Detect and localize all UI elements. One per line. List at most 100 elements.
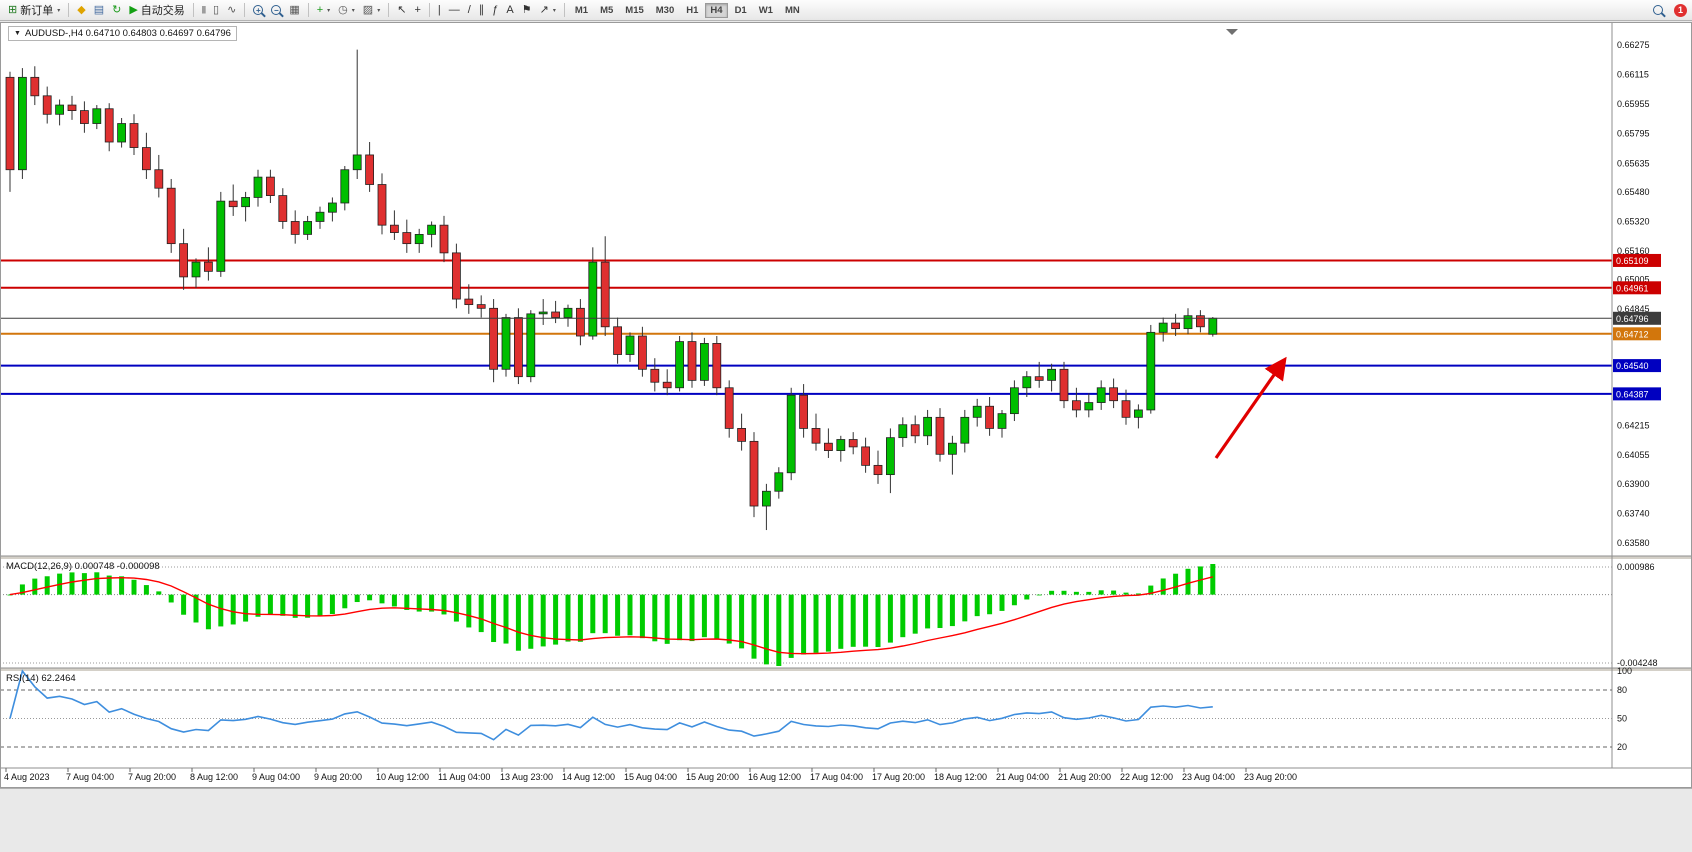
timeframe-m15-button[interactable]: M15 (625, 4, 644, 16)
candlestick-type-button[interactable]: ▯ (210, 2, 222, 19)
bull-candle (997, 413, 1007, 429)
macd-histogram-bar (627, 594, 633, 636)
bear-candle (749, 440, 759, 507)
arrows-button[interactable]: ↗ ▾ (537, 2, 559, 19)
macd-histogram-bar (714, 594, 720, 639)
macd-histogram-bar (540, 594, 546, 647)
autotrading-button[interactable]: ▶ 自动交易 (126, 2, 187, 19)
bull-candle (972, 405, 982, 418)
fibonacci-icon: ƒ (492, 3, 499, 16)
timeframe-w1-button[interactable]: W1 (758, 4, 773, 16)
chart-title-text: AUDUSD-,H4 0.64710 0.64803 0.64697 0.647… (24, 28, 231, 39)
price-axis[interactable]: 0.66275 0.66115 0.65955 0.65795 0.65635 0.654… (1613, 40, 1661, 548)
time-axis-label: 23 Aug 20:00 (1244, 772, 1297, 782)
chart-window[interactable]: 0.000986 -0.004248 100 80 50 20 0.66275 0.66115… (0, 22, 1692, 788)
price-axis-tick: 0.63900 (1617, 479, 1650, 489)
bull-candle (588, 261, 598, 337)
profiles-icon: ▤ (93, 3, 105, 16)
trendline-button[interactable]: / (465, 2, 474, 19)
period-selector-button[interactable]: ◷ ▾ (335, 2, 358, 19)
channel-button[interactable]: ∥ (476, 2, 488, 19)
zoom-in-button[interactable]: + (250, 2, 266, 19)
bear-candle (848, 439, 858, 448)
bear-candle (638, 335, 647, 370)
bear-candle (476, 304, 486, 309)
horizontal-line-button[interactable]: — (446, 2, 463, 19)
macd-panel[interactable]: 0.000986 -0.004248 (0, 562, 1658, 668)
fibonacci-button[interactable]: ƒ (489, 2, 501, 19)
trend-arrow-up[interactable] (1214, 356, 1287, 459)
symbol-dropdown-icon[interactable]: ▼ (14, 30, 21, 37)
vertical-line-button[interactable]: | (435, 2, 444, 19)
chart-shift-marker[interactable] (1226, 29, 1238, 35)
chart-profiles-button[interactable]: ▤ (91, 2, 107, 19)
bear-candle (228, 200, 238, 208)
label-button[interactable]: ⚑ (519, 2, 535, 19)
timeframe-mn-button[interactable]: MN (784, 4, 800, 16)
bull-candle (241, 197, 251, 208)
time-axis[interactable]: 4 Aug 2023 7 Aug 04:00 7 Aug 20:00 8 Aug 12… (4, 768, 1297, 782)
cursor-button[interactable]: ↖ (394, 2, 409, 19)
time-axis-label: 17 Aug 04:00 (810, 772, 863, 782)
macd-histogram-bar (652, 594, 658, 642)
text-button[interactable]: A (503, 2, 516, 19)
channel-icon: ∥ (478, 3, 485, 16)
new-order-icon: ⊞ (8, 3, 18, 16)
macd-histogram-bar (701, 594, 707, 638)
line-chart-icon: ∿ (227, 3, 237, 16)
price-axis-tick: 0.64845 (1617, 304, 1650, 314)
bear-candle (873, 464, 883, 476)
macd-histogram-bar (255, 594, 261, 617)
support-line-upper-label: 0.64540 (1616, 361, 1649, 371)
timeframe-m5-button[interactable]: M5 (600, 4, 614, 16)
bear-candle (402, 232, 412, 245)
price-axis-tick: 0.65480 (1617, 187, 1650, 197)
timeframe-m30-button[interactable]: M30 (655, 4, 675, 16)
new-order-button[interactable]: ⊞ 新订单 ▾ (5, 2, 63, 19)
macd-histogram-bar (949, 594, 955, 627)
bear-candle (5, 76, 15, 171)
bull-candle (216, 200, 226, 272)
macd-histogram-bar (515, 594, 521, 651)
timeframe-m1-button[interactable]: M1 (574, 4, 589, 16)
macd-histogram-bar (1135, 593, 1141, 595)
panel-separator[interactable] (0, 668, 1692, 671)
bull-candle (92, 108, 102, 124)
bear-candle (985, 405, 994, 429)
support-line-lower-label-box (1613, 387, 1661, 401)
crosshair-button[interactable]: + (411, 2, 423, 19)
timeframe-h1-button[interactable]: H1 (686, 4, 699, 16)
tile-windows-button[interactable]: ▦ (286, 2, 302, 19)
bar-chart-type-button[interactable]: ||| (199, 2, 208, 19)
add-indicator-button[interactable]: + ▾ (314, 2, 333, 19)
chart-background[interactable] (0, 22, 1692, 788)
macd-histogram-bar (1024, 594, 1030, 600)
bear-candle (30, 76, 40, 97)
bull-candle (427, 224, 437, 235)
panel-separator[interactable] (0, 556, 1692, 559)
zoom-out-icon: − (271, 5, 282, 15)
metaeditor-button[interactable]: ◆ (74, 2, 88, 19)
macd-histogram-bar (478, 594, 484, 633)
bull-candle (886, 437, 895, 476)
time-axis-label: 22 Aug 12:00 (1120, 772, 1173, 782)
macd-histogram-bar (776, 594, 782, 666)
notification-badge[interactable]: 1 (1674, 3, 1687, 17)
timeframe-h4-button[interactable]: H4 (705, 2, 728, 18)
search-button[interactable] (1650, 2, 1666, 19)
zoom-out-button[interactable]: − (268, 2, 284, 19)
current-price-line-label-box (1613, 311, 1661, 325)
rsi-panel[interactable]: 100 80 50 20 (0, 666, 1632, 752)
macd-histogram-bar (1123, 592, 1129, 595)
line-chart-type-button[interactable]: ∿ (224, 2, 239, 19)
timeframe-d1-button[interactable]: D1 (734, 4, 747, 16)
refresh-button[interactable]: ↻ (109, 2, 124, 19)
bull-candle (1010, 387, 1019, 415)
bear-candle (451, 252, 461, 300)
macd-histogram-bar (999, 594, 1005, 611)
templates-button[interactable]: ▨ ▾ (360, 2, 383, 19)
price-axis-tick: 0.65320 (1617, 216, 1650, 226)
bear-candle (489, 307, 499, 370)
macd-histogram-bar (491, 594, 497, 643)
